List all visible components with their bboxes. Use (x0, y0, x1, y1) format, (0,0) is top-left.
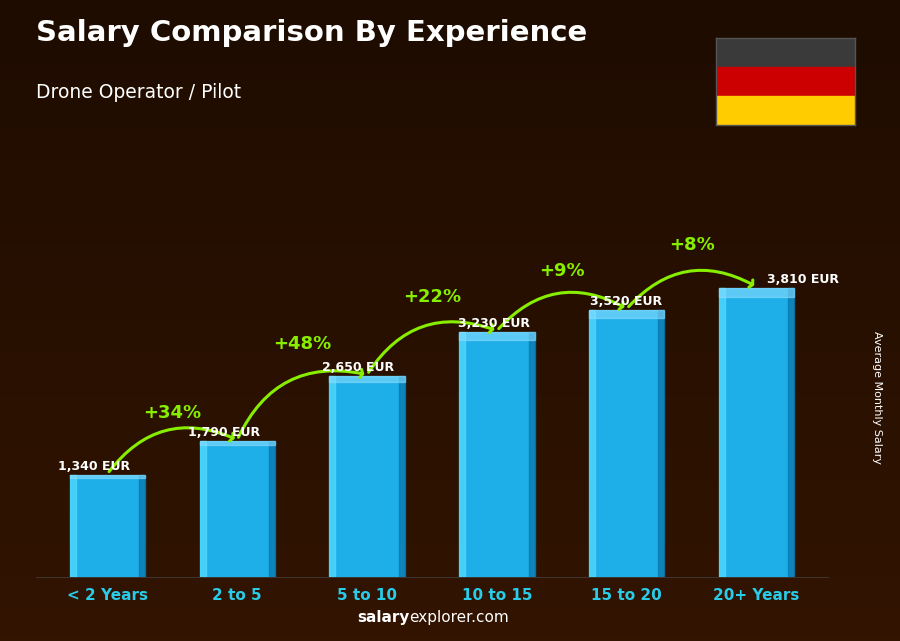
Text: 3,810 EUR: 3,810 EUR (767, 273, 839, 286)
Bar (719, 288, 794, 297)
Bar (399, 376, 405, 577)
Bar (590, 310, 664, 577)
Text: 1,790 EUR: 1,790 EUR (188, 426, 260, 439)
Text: 2,650 EUR: 2,650 EUR (321, 361, 394, 374)
Bar (719, 288, 794, 577)
Bar (590, 310, 595, 577)
Text: +22%: +22% (403, 288, 461, 306)
Bar (716, 67, 855, 96)
Bar (459, 332, 535, 340)
Bar (659, 310, 664, 577)
Text: +9%: +9% (539, 262, 585, 280)
Bar (329, 376, 405, 382)
Bar (139, 476, 145, 577)
Bar (716, 96, 855, 125)
Bar (70, 476, 76, 577)
Text: 3,230 EUR: 3,230 EUR (458, 317, 530, 330)
Text: explorer.com: explorer.com (410, 610, 509, 625)
Bar (329, 376, 336, 577)
Bar (269, 441, 274, 577)
Bar (528, 332, 535, 577)
Text: +34%: +34% (143, 404, 202, 422)
Text: Salary Comparison By Experience: Salary Comparison By Experience (36, 19, 587, 47)
Text: +8%: +8% (669, 236, 715, 254)
Bar (329, 376, 405, 577)
Bar (200, 441, 205, 577)
Text: Drone Operator / Pilot: Drone Operator / Pilot (36, 83, 241, 103)
Text: 1,340 EUR: 1,340 EUR (58, 460, 130, 473)
Bar (590, 310, 664, 318)
Bar (459, 332, 535, 577)
Bar (716, 38, 855, 67)
Bar (70, 476, 145, 577)
Bar (200, 441, 274, 445)
Text: +48%: +48% (273, 335, 331, 353)
Bar (788, 288, 794, 577)
Bar (200, 441, 274, 577)
Bar (459, 332, 465, 577)
Text: salary: salary (357, 610, 410, 625)
Text: Average Monthly Salary: Average Monthly Salary (872, 331, 883, 464)
Bar (719, 288, 725, 577)
Bar (70, 476, 145, 478)
Text: 3,520 EUR: 3,520 EUR (590, 295, 662, 308)
